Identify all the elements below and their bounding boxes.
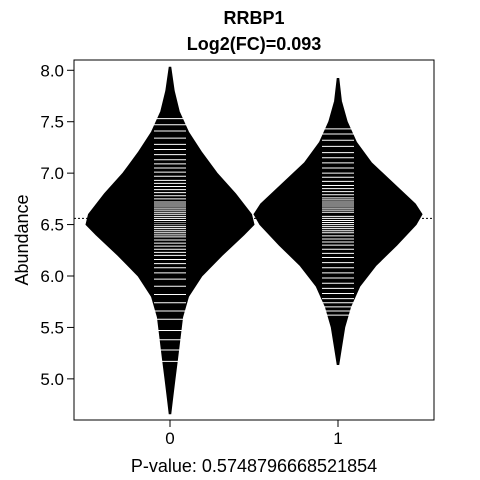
y-axis-label: Abundance: [12, 194, 32, 285]
chart-title: RRBP1: [223, 8, 284, 28]
y-tick-label-3: 6.5: [40, 216, 64, 235]
y-tick-label-6: 8.0: [40, 61, 64, 80]
x-axis-label: P-value: 0.5748796668521854: [131, 456, 377, 476]
y-tick-label-4: 7.0: [40, 164, 64, 183]
plot-frame: [73, 59, 435, 421]
bean-shape-1: [253, 78, 423, 365]
chart-subtitle: Log2(FC)=0.093: [187, 34, 322, 54]
x-tick-label-0: 0: [165, 429, 174, 448]
y-tick-label-2: 6.0: [40, 267, 64, 286]
y-tick-label-5: 7.5: [40, 113, 64, 132]
beans-layer: [74, 66, 434, 415]
x-tick-label-1: 1: [333, 429, 342, 448]
y-tick-label-1: 5.5: [40, 318, 64, 337]
y-axis: 5.0 5.5 6.0 6.5 7.0 7.5 8.0: [40, 61, 74, 389]
y-tick-label-0: 5.0: [40, 370, 64, 389]
